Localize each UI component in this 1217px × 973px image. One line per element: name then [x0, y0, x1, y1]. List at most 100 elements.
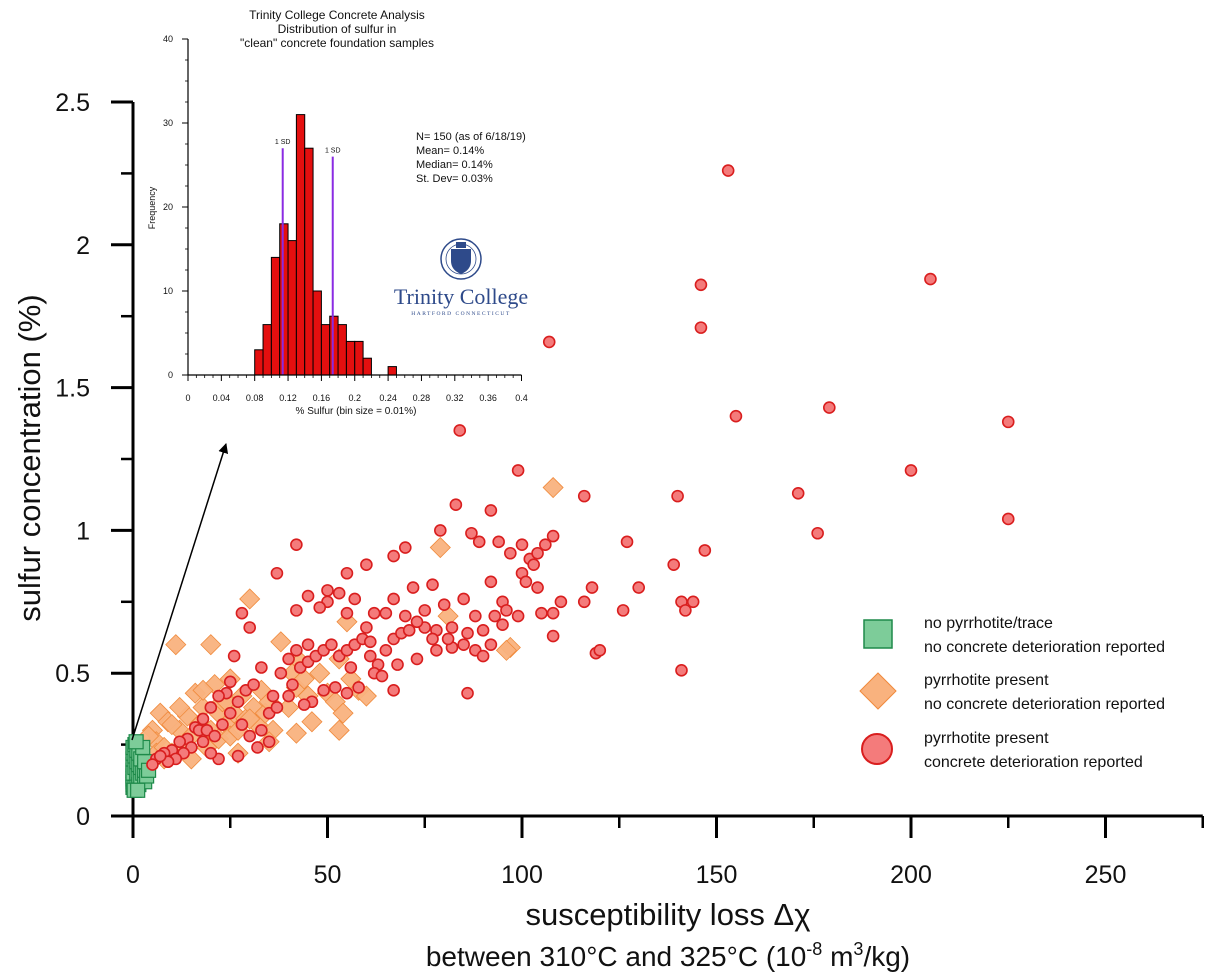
data-point [130, 782, 146, 798]
trinity-college-logo: Trinity College HARTFORD CONNECTICUT [394, 238, 528, 317]
data-point [484, 504, 498, 517]
data-point [616, 604, 630, 617]
inset-stat-line: St. Dev= 0.03% [416, 173, 493, 185]
data-point [1001, 415, 1015, 429]
x-label-exponent: -8 [806, 939, 822, 959]
data-point [301, 711, 323, 733]
data-point [340, 606, 354, 620]
data-point [196, 735, 210, 749]
data-point [426, 632, 439, 646]
data-point [262, 735, 276, 749]
data-point [698, 544, 712, 557]
data-point [484, 638, 498, 651]
inset-x-tick-label: 0.4 [515, 393, 528, 403]
data-point [500, 604, 513, 617]
data-point [344, 661, 358, 674]
data-point [231, 749, 245, 763]
histogram-bar [287, 240, 297, 376]
data-point [554, 595, 568, 609]
data-point [216, 718, 229, 731]
x-label-suffix: /kg) [863, 941, 910, 972]
data-point [255, 661, 268, 674]
data-point [904, 464, 918, 477]
data-point [325, 638, 338, 651]
y-tick-label: 1.5 [55, 375, 90, 403]
data-point [270, 566, 284, 580]
logo-text: Trinity College [394, 284, 528, 309]
data-point [679, 604, 692, 617]
x-tick-label: 100 [501, 861, 543, 889]
inset-title-line: Distribution of sulfur in [278, 22, 397, 36]
data-point [721, 164, 735, 177]
data-point [694, 321, 708, 334]
data-point [675, 664, 688, 677]
data-point [146, 758, 159, 771]
data-point [379, 606, 393, 620]
x-label-exponent: 3 [853, 939, 863, 959]
data-point [255, 724, 268, 737]
histogram-bar [337, 324, 347, 376]
data-point [398, 541, 412, 554]
data-point [476, 649, 490, 663]
data-point [461, 686, 474, 700]
histogram-bar [279, 223, 289, 376]
data-point [671, 489, 684, 503]
data-point [449, 498, 463, 511]
inset-bars [254, 114, 397, 376]
histogram-bar [320, 324, 331, 376]
sd-label: 1 SD [325, 148, 341, 155]
x-tick-label: 200 [890, 861, 932, 889]
data-point [531, 581, 544, 594]
data-point [531, 546, 544, 560]
series-circle [146, 164, 1015, 771]
inset-stat-line: Median= 0.14% [416, 159, 493, 171]
data-point [585, 581, 599, 594]
data-point [270, 631, 292, 653]
data-point [227, 649, 241, 663]
data-point [367, 606, 381, 620]
sd-label: 1 SD [275, 139, 291, 146]
data-point [363, 635, 377, 649]
y-axis-label: sulfur concentration (%) [12, 294, 47, 621]
data-point [309, 662, 331, 684]
data-point [387, 592, 400, 606]
inset-x-tick-label: 0.08 [246, 393, 264, 403]
inset-histogram: Trinity College Concrete AnalysisDistrib… [147, 8, 528, 417]
legend-label-line1: pyrrhotite present [924, 730, 1049, 747]
data-point [375, 669, 389, 683]
data-point [729, 409, 743, 423]
legend-square-icon [863, 619, 893, 649]
histogram-bar [270, 256, 281, 376]
data-point [469, 609, 482, 623]
data-point [434, 524, 447, 537]
legend-circle-icon [861, 733, 893, 765]
x-axis-label: susceptibility loss Δχ [525, 897, 810, 932]
x-tick-label: 0 [126, 861, 140, 889]
x-axis-label-line2: between 310°C and 325°C (10-8 m3/kg) [426, 939, 910, 972]
y-tick-label: 0 [76, 803, 90, 831]
inset-y-tick-label: 0 [168, 370, 173, 380]
data-point [274, 666, 288, 680]
data-point [231, 695, 245, 709]
inset-x-tick-label: 0.04 [213, 393, 231, 403]
y-tick-label: 2.5 [55, 89, 90, 117]
arrow-line [131, 443, 229, 741]
data-point [301, 638, 315, 651]
main-points [125, 164, 1015, 798]
data-point [363, 649, 377, 663]
data-point [472, 535, 486, 549]
data-point [285, 722, 307, 744]
data-point [539, 538, 552, 551]
data-point [823, 401, 836, 414]
data-point [546, 629, 560, 643]
data-point [290, 538, 303, 551]
data-point [290, 644, 303, 657]
data-point [317, 684, 330, 697]
data-point [430, 644, 443, 657]
legend-diamond-icon [859, 672, 897, 710]
inset-x-axis-label: % Sulfur (bin size = 0.01%) [296, 406, 417, 417]
data-point [223, 706, 237, 720]
data-point [243, 621, 256, 634]
data-point [200, 634, 222, 656]
